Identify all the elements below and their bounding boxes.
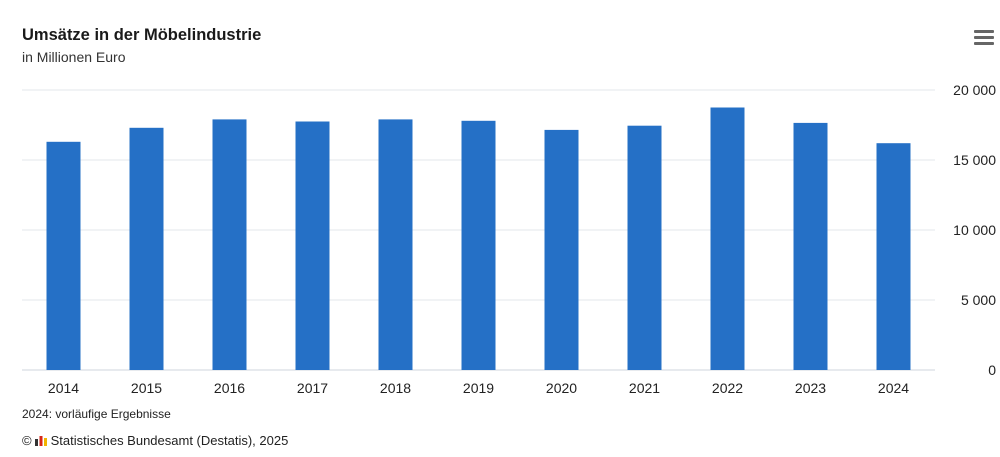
copyright-symbol: © [22, 433, 32, 448]
y-tick-label: 5 000 [961, 292, 996, 308]
x-axis-labels: 2014 2015 2016 2017 2018 2019 2020 2021 2022 2023… [48, 380, 909, 396]
x-tick-label: 2023 [795, 380, 826, 396]
x-tick-label: 2016 [214, 380, 245, 396]
source-line: © Statistisches Bundesamt (Destatis), 20… [22, 433, 288, 448]
bar-2014[interactable] [46, 141, 81, 370]
x-tick-label: 2020 [546, 380, 577, 396]
chart-subtitle: in Millionen Euro [22, 49, 126, 65]
x-tick-label: 2024 [878, 380, 909, 396]
bar-2017[interactable] [295, 121, 330, 371]
y-tick-label: 20 000 [953, 82, 996, 98]
hamburger-menu-icon[interactable] [974, 30, 994, 46]
y-tick-label: 0 [988, 362, 996, 378]
x-tick-label: 2014 [48, 380, 79, 396]
bars [46, 107, 911, 371]
bar-2021[interactable] [627, 125, 662, 370]
x-tick-label: 2021 [629, 380, 660, 396]
bar-2020[interactable] [544, 129, 579, 370]
bar-2016[interactable] [212, 119, 247, 371]
bar-2024[interactable] [876, 143, 911, 370]
y-axis-labels: 0 5 000 10 000 15 000 20 000 [953, 82, 996, 378]
bar-2015[interactable] [129, 127, 164, 370]
chart-title: Umsätze in der Möbelindustrie [22, 26, 262, 44]
bar-2022[interactable] [710, 107, 745, 371]
y-tick-label: 10 000 [953, 222, 996, 238]
destatis-logo-icon [34, 436, 47, 446]
x-tick-label: 2015 [131, 380, 162, 396]
x-tick-label: 2017 [297, 380, 328, 396]
footnote: 2024: vorläufige Ergebnisse [22, 407, 171, 421]
y-tick-label: 15 000 [953, 152, 996, 168]
source-text: Statistisches Bundesamt (Destatis), 2025 [50, 433, 289, 448]
x-tick-label: 2018 [380, 380, 411, 396]
x-tick-label: 2022 [712, 380, 743, 396]
x-tick-label: 2019 [463, 380, 494, 396]
bar-2019[interactable] [461, 120, 496, 370]
bar-2018[interactable] [378, 119, 413, 371]
bar-2023[interactable] [793, 122, 828, 371]
